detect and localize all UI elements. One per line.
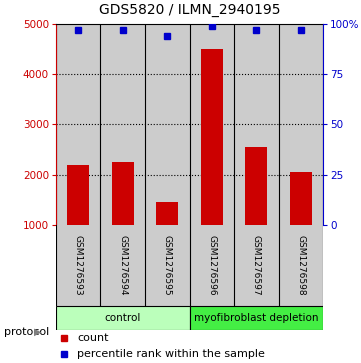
Text: myofibroblast depletion: myofibroblast depletion: [194, 313, 318, 323]
Bar: [190, 24, 234, 225]
Bar: [234, 24, 279, 225]
Bar: [245, 147, 268, 225]
Text: percentile rank within the sample: percentile rank within the sample: [77, 348, 265, 359]
Bar: [279, 24, 323, 225]
Bar: [100, 225, 145, 306]
Bar: [145, 24, 190, 225]
Text: control: control: [105, 313, 141, 323]
Bar: [156, 203, 178, 225]
Text: GSM1276594: GSM1276594: [118, 235, 127, 295]
Text: GSM1276598: GSM1276598: [296, 235, 305, 296]
Bar: [234, 225, 279, 306]
Text: protocol: protocol: [4, 327, 49, 337]
Bar: [56, 225, 100, 306]
Text: GSM1276593: GSM1276593: [74, 235, 83, 296]
Text: ▶: ▶: [34, 327, 42, 337]
Bar: [190, 306, 323, 330]
Bar: [67, 165, 90, 225]
Text: GDS5820 / ILMN_2940195: GDS5820 / ILMN_2940195: [99, 3, 280, 17]
Bar: [190, 225, 234, 306]
Text: GSM1276595: GSM1276595: [163, 235, 172, 296]
Text: count: count: [77, 333, 109, 343]
Bar: [279, 225, 323, 306]
Bar: [290, 172, 312, 225]
Bar: [56, 24, 100, 225]
Text: GSM1276597: GSM1276597: [252, 235, 261, 296]
Bar: [145, 225, 190, 306]
Text: GSM1276596: GSM1276596: [207, 235, 216, 296]
Bar: [100, 24, 145, 225]
Bar: [56, 306, 190, 330]
Bar: [201, 49, 223, 225]
Bar: [112, 162, 134, 225]
